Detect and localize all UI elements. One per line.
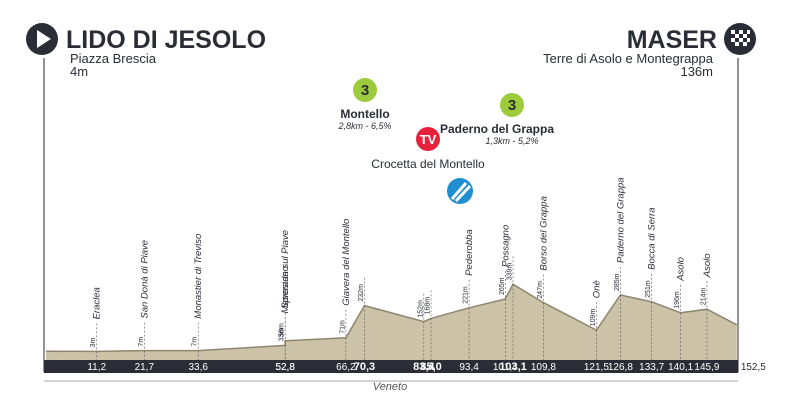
km-label: 83,4 (413, 361, 435, 373)
waypoint-name: Borso del Grappa (538, 196, 549, 270)
waypoint-altitude: 339m (507, 263, 514, 281)
region: Veneto (373, 381, 407, 393)
waypoint: 221m Pederobba 93,4 (459, 229, 479, 373)
climb-name: Paderno del Grappa (440, 122, 554, 136)
start-icon (26, 23, 58, 55)
km-label: 33,6 (188, 362, 208, 373)
km-bar (44, 360, 738, 373)
waypoint-name: Eraclea (92, 287, 103, 319)
waypoint-altitude: 56m (279, 323, 286, 337)
start-place: Piazza Brescia (70, 51, 157, 66)
waypoint-altitude: 232m (358, 284, 365, 302)
km-label: 85,0 (420, 361, 441, 373)
waypoint: 7m San Donà di Piave 21,7 (135, 240, 155, 373)
km-label: 145,9 (694, 362, 719, 373)
tv-label: TV (420, 132, 437, 147)
waypoint-name: Asolo (702, 253, 713, 278)
waypoint: 247m Borso del Grappa 109,8 (531, 196, 556, 373)
waypoint: 152m 83,4 (413, 293, 435, 373)
finish-place: Terre di Asolo e Montegrappa (543, 51, 714, 66)
waypoint: 109m Onè 121,5 (584, 280, 609, 373)
waypoint-name: Asolo (676, 257, 687, 282)
waypoint: 339m 103,1 (499, 256, 527, 373)
km-label: 126,8 (608, 362, 633, 373)
km-label: 109,8 (531, 362, 556, 373)
waypoint: 56m Spresiano 52,8 (275, 266, 295, 373)
km-label: 52,8 (275, 362, 295, 373)
waypoint: 196m Asolo 140,1 (668, 257, 693, 373)
waypoint: 168m 85,0 (420, 290, 442, 373)
profile-area (46, 284, 737, 360)
waypoint: 214m Asolo 145,9 (694, 253, 719, 373)
km-label: 152,5 (741, 362, 766, 373)
feed-zone-icon (447, 178, 473, 204)
waypoint: 251m Bocca di Serra 133,7 (639, 207, 664, 373)
waypoint-name: Maserada sul Piave (280, 230, 291, 313)
waypoint-altitude: 196m (674, 291, 681, 309)
waypoint-altitude: 33m (279, 328, 286, 342)
km-label: 70,3 (354, 361, 375, 373)
waypoint-altitude: 7m (138, 337, 145, 347)
waypoint: 265m Possagno 101,4 (493, 225, 518, 373)
waypoint-altitude: 109m (590, 309, 597, 327)
waypoint-altitude: 265m (499, 277, 506, 295)
km-label: 66,2 (336, 362, 356, 373)
waypoint-altitude: 251m (645, 280, 652, 298)
tv-marker: TV Crocetta del Montello (371, 127, 485, 171)
waypoint-name: Bocca di Serra (647, 207, 658, 269)
km-label: 101,4 (493, 362, 518, 373)
waypoint-altitude: 214m (700, 288, 707, 306)
waypoint-altitude: 168m (425, 297, 432, 315)
waypoint-name: Pederobba (464, 229, 475, 275)
waypoint-name: Onè (591, 280, 602, 298)
km-label: 11,2 (87, 362, 106, 373)
finish-altitude: 136m (680, 64, 713, 79)
finish-name: MASER (627, 26, 717, 54)
km-label: 103,1 (499, 361, 527, 373)
start-altitude: 4m (70, 64, 88, 79)
waypoint-name: Giavera del Montello (341, 219, 352, 306)
waypoint-altitude: 7m (192, 337, 199, 347)
waypoint: 3m Eraclea 11,2 (87, 287, 106, 373)
waypoint: 285m Paderno del Grappa 126,8 (608, 177, 633, 373)
waypoint-name: San Donà di Piave (139, 240, 150, 319)
waypoint-name: Possagno (500, 225, 511, 267)
waypoint: 71m Giavera del Montello 66,2 (336, 219, 356, 373)
waypoint-altitude: 3m (90, 338, 97, 348)
climb-category: 3 (361, 82, 369, 99)
start-name: LIDO DI JESOLO (66, 26, 266, 54)
finish-icon (724, 23, 756, 55)
climb-details: 2,8km - 6,5% (337, 121, 391, 131)
km-label: 52,8 (275, 362, 295, 373)
tv-name: Crocetta del Montello (371, 157, 485, 171)
waypoint-altitude: 221m (463, 286, 470, 304)
climb-2: 3 Paderno del Grappa 1,3km - 5,2% (440, 93, 554, 146)
waypoint-name: Spresiano (280, 266, 291, 309)
climb-details: 1,3km - 5,2% (485, 136, 538, 146)
climb-name: Montello (340, 107, 389, 121)
km-label: 93,4 (459, 362, 479, 373)
climb-category: 3 (508, 97, 516, 114)
climb-1: 3 Montello 2,8km - 6,5% (337, 78, 392, 131)
waypoint-name: Paderno del Grappa (615, 177, 626, 263)
profile-line (45, 283, 738, 353)
waypoint-name: Monastier di Treviso (193, 234, 204, 319)
waypoint: 7m Monastier di Treviso 33,6 (188, 234, 208, 373)
km-label: 133,7 (639, 362, 664, 373)
waypoint-altitude: 71m (339, 320, 346, 334)
waypoint-altitude: 285m (614, 273, 621, 291)
km-label: 21,7 (135, 362, 155, 373)
waypoint-altitude: 247m (537, 281, 544, 299)
km-label: 140,1 (668, 362, 693, 373)
waypoint: 232m 70,3 (354, 277, 375, 373)
waypoint-altitude: 152m (417, 300, 424, 318)
km-label: 121,5 (584, 362, 609, 373)
